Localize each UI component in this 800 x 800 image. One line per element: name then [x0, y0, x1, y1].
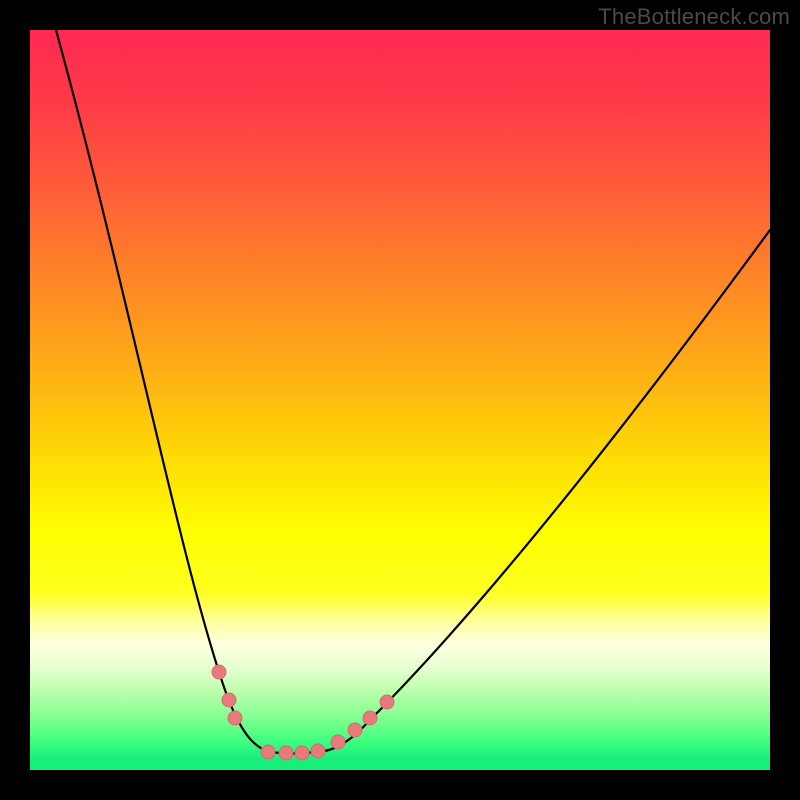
gradient-background	[30, 30, 770, 770]
data-marker	[380, 695, 394, 709]
data-marker	[311, 744, 325, 758]
data-marker	[261, 745, 275, 759]
chart-frame: TheBottleneck.com	[0, 0, 800, 800]
data-marker	[363, 711, 377, 725]
data-marker	[222, 693, 236, 707]
data-marker	[228, 711, 242, 725]
data-marker	[331, 735, 345, 749]
data-marker	[348, 723, 362, 737]
data-marker	[212, 665, 226, 679]
data-marker	[279, 746, 293, 760]
data-marker	[295, 746, 309, 760]
chart-svg	[0, 0, 800, 800]
watermark-text: TheBottleneck.com	[598, 4, 790, 30]
